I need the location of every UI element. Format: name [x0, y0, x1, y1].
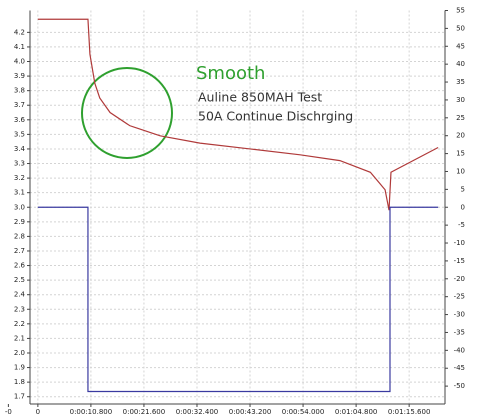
y2-tick-label: 30 — [456, 96, 465, 104]
y2-tick-label: 20 — [456, 132, 465, 140]
y2-tick-label: -20 — [454, 275, 465, 283]
y-tick-label: 2.2 — [14, 320, 25, 328]
annotation: Auline 850MAH Test — [198, 90, 322, 105]
y2-tick-label: 50 — [456, 24, 465, 32]
y-tick-label: 2.7 — [14, 247, 25, 255]
y-tick-label: 3.7 — [14, 101, 25, 109]
annotation: 50A Continue Dischrging — [198, 109, 353, 124]
y-tick-label: 3.3 — [14, 160, 25, 168]
annotation: Smooth — [196, 63, 265, 84]
y-tick-label: 2.3 — [14, 305, 25, 313]
y-tick-label: 2.4 — [14, 291, 26, 299]
highlight-circle — [81, 67, 173, 159]
y2-tick-label: -5 — [458, 221, 465, 229]
y2-tick-label: 45 — [456, 42, 465, 50]
y2-tick-label: -45 — [454, 364, 465, 372]
y2-tick-label: -25 — [454, 293, 465, 301]
x-tick-label: 0:00:21.600 — [123, 408, 166, 416]
y-tick-label: 3.2 — [14, 174, 25, 182]
y2-tick-label: -50 — [454, 382, 465, 390]
y-tick-label: 3.6 — [14, 116, 26, 124]
y2-tick-label: -40 — [454, 346, 465, 354]
x-tick-label: 0:00:54.000 — [282, 408, 325, 416]
x-tick-label: 0:00:43.200 — [229, 408, 272, 416]
x-tick-label: 0:00:10.800 — [70, 408, 113, 416]
y2-tick-label: 25 — [456, 114, 465, 122]
y2-tick-label: 55 — [456, 7, 465, 15]
y-tick-label: 4.0 — [14, 58, 25, 66]
y2-tick-label: -10 — [454, 239, 465, 247]
y-tick-label: 1.7 — [14, 393, 25, 401]
y2-tick-label: -35 — [454, 328, 465, 336]
y-tick-label: 2.1 — [14, 334, 25, 342]
y2-tick-label: 10 — [456, 167, 465, 175]
x-tick-label: -0 — [5, 408, 12, 416]
y2-tick-label: 0 — [461, 203, 465, 211]
x-tick-label: 0:01:04.800 — [335, 408, 378, 416]
series-line — [37, 18, 439, 211]
y-tick-label: 1.9 — [14, 364, 25, 372]
y-tick-label: 3.9 — [14, 72, 25, 80]
y2-tick-label: 5 — [461, 185, 465, 193]
y2-tick-label: -15 — [454, 257, 465, 265]
y2-tick-label: 15 — [456, 150, 465, 158]
x-tick-label: 0 — [36, 408, 40, 416]
y2-tick-label: 40 — [456, 60, 465, 68]
y-tick-label: 3.4 — [14, 145, 26, 153]
y-tick-label: 3.5 — [14, 130, 25, 138]
y-tick-label: 4.1 — [14, 43, 25, 51]
y-tick-label: 2.6 — [14, 262, 26, 270]
y-tick-label: 4.2 — [14, 28, 25, 36]
y-tick-label: 1.8 — [14, 378, 25, 386]
y2-tick-label: -30 — [454, 311, 465, 319]
y-tick-label: 2.9 — [14, 218, 25, 226]
y-tick-label: 3.1 — [14, 189, 25, 197]
x-tick-label: 0:00:32.400 — [176, 408, 219, 416]
y-tick-label: 3.8 — [14, 87, 25, 95]
x-tick-label: 0:01:15.600 — [388, 408, 431, 416]
series-line — [37, 206, 439, 393]
y2-tick-label: 35 — [456, 78, 465, 86]
y-tick-label: 2.0 — [14, 349, 25, 357]
y-tick-label: 3.0 — [14, 203, 25, 211]
y-tick-label: 2.5 — [14, 276, 25, 284]
y-tick-label: 2.8 — [14, 232, 25, 240]
